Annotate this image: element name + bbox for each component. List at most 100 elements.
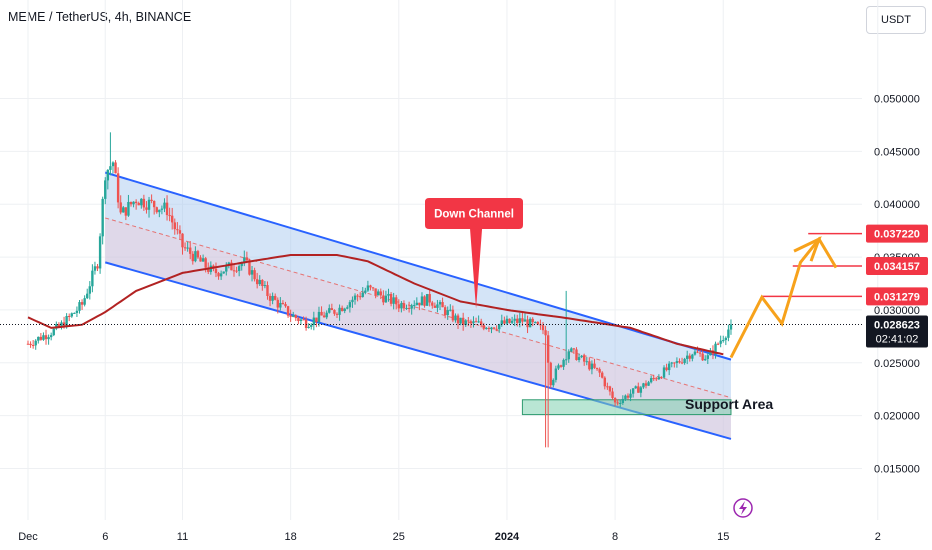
candle-body	[559, 365, 563, 367]
candle-body	[124, 207, 128, 216]
candle-body	[662, 367, 666, 378]
level-price-tag	[866, 287, 928, 306]
time-axis: Dec 6 11 18 25 2024 8 15 2	[18, 531, 881, 543]
candle-body	[168, 215, 171, 217]
candle-body	[657, 377, 661, 380]
candle-body	[371, 287, 375, 289]
channel-lower-fill	[105, 217, 731, 439]
candle-body	[65, 315, 68, 328]
candle-body	[75, 310, 79, 313]
candle-body	[606, 386, 609, 388]
x-tick-label: 25	[393, 531, 405, 543]
candle-body	[490, 327, 493, 330]
candle-body	[631, 388, 635, 394]
candle-body	[47, 337, 50, 340]
candle-body	[219, 273, 223, 277]
candle-body	[330, 308, 334, 311]
candle-body	[328, 308, 331, 313]
candle-body	[583, 355, 586, 362]
candle-body	[340, 307, 344, 312]
candle-body	[454, 315, 457, 321]
candle-body	[268, 295, 272, 301]
candle-body	[353, 295, 357, 300]
candle-body	[549, 362, 552, 386]
candle-body	[317, 311, 321, 323]
candle-body	[714, 343, 717, 355]
y-tick-label: 0.050000	[874, 94, 920, 106]
support-area-label: Support Area	[685, 396, 773, 412]
support-area	[521, 399, 732, 416]
candle-body	[207, 267, 210, 272]
y-tick-label: 0.045000	[874, 146, 920, 158]
candle-body	[418, 302, 421, 306]
candle-body	[678, 361, 681, 363]
candle-body	[101, 198, 104, 237]
candle-body	[176, 229, 179, 231]
candle-body	[109, 166, 112, 170]
channel-mid-line	[105, 217, 732, 399]
chart-title: MEME / TetherUS, 4h, BINANCE	[8, 10, 192, 24]
candle-body	[724, 337, 728, 341]
channel-upper-line	[104, 171, 732, 361]
candle-body	[649, 378, 653, 383]
candle-body	[243, 257, 246, 264]
candle-body	[217, 273, 220, 277]
candle-body	[389, 293, 393, 304]
candle-body	[516, 318, 519, 323]
candle-body	[142, 198, 146, 208]
candle-body	[299, 319, 303, 321]
candle-body	[52, 328, 55, 336]
candle-body	[575, 349, 578, 361]
candle-body	[248, 260, 251, 275]
candle-body	[34, 340, 37, 346]
candle-body	[482, 325, 485, 329]
candle-body	[178, 230, 182, 234]
candle-body	[222, 271, 225, 274]
y-tick-label: 0.040000	[874, 199, 920, 211]
candle-body	[377, 291, 380, 296]
candle-body	[189, 247, 192, 254]
candle-body	[96, 266, 99, 269]
candle-body	[528, 318, 532, 328]
level-price-tag	[866, 224, 928, 243]
candle-body	[286, 306, 290, 316]
candle-body	[315, 317, 318, 323]
candle-body	[552, 379, 555, 386]
candle-body	[472, 321, 475, 324]
candle-body	[513, 318, 516, 321]
x-tick-label: 18	[285, 531, 297, 543]
candle-body	[428, 294, 431, 303]
candle-body	[438, 302, 442, 305]
candle-body	[637, 386, 640, 393]
support-area-box	[521, 399, 732, 416]
candle-body	[294, 315, 297, 319]
candle-body	[387, 293, 390, 296]
candle-body	[70, 313, 73, 317]
candle-body	[536, 321, 540, 325]
candle-body	[467, 320, 470, 322]
moving-average	[27, 254, 724, 356]
candle-body	[701, 353, 704, 361]
x-tick-label: Dec	[18, 531, 38, 543]
candle-body	[588, 361, 591, 370]
candle-body	[297, 318, 300, 321]
lightning-icon-bolt	[739, 501, 747, 515]
currency-unit-button[interactable]: USDT	[866, 6, 926, 34]
down-channel	[104, 171, 732, 440]
candle-body	[343, 308, 346, 312]
candle-body	[585, 361, 588, 363]
candle-body	[310, 324, 313, 327]
candle-body	[722, 340, 725, 342]
candle-body	[665, 367, 668, 371]
candle-body	[601, 372, 604, 378]
candle-body	[165, 202, 169, 216]
candle-body	[693, 351, 697, 355]
candle-body	[500, 320, 503, 325]
candle-body	[274, 295, 277, 300]
candle-body	[431, 302, 434, 306]
candle-body	[145, 207, 148, 210]
candle-body	[73, 312, 76, 314]
candle-body	[333, 310, 336, 314]
candle-body	[98, 236, 102, 269]
